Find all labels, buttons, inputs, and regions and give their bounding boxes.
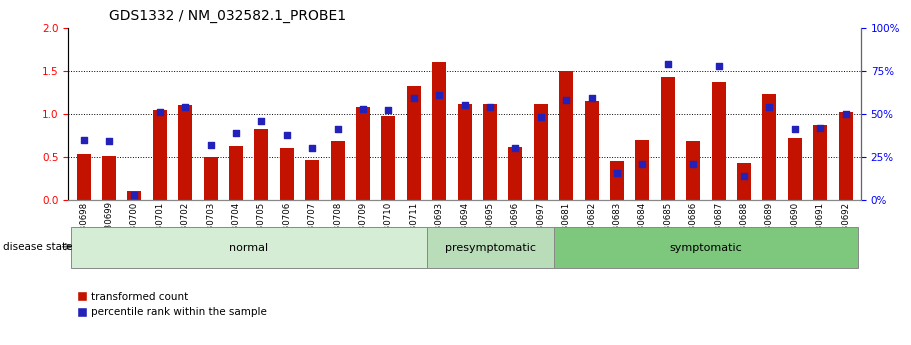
Point <box>280 132 294 137</box>
Text: normal: normal <box>230 243 268 253</box>
Point <box>381 108 395 113</box>
Bar <box>77 155 90 200</box>
Point <box>128 192 142 198</box>
Bar <box>153 110 167 200</box>
Bar <box>356 107 370 200</box>
Point <box>483 104 497 110</box>
Bar <box>254 129 269 200</box>
Bar <box>660 77 675 200</box>
Bar <box>585 101 599 200</box>
Text: presymptomatic: presymptomatic <box>445 243 536 253</box>
Point <box>763 104 777 110</box>
Point <box>406 96 421 101</box>
Bar <box>331 141 344 200</box>
Bar <box>711 82 726 200</box>
Point <box>331 127 345 132</box>
Legend: transformed count, percentile rank within the sample: transformed count, percentile rank withi… <box>74 288 271 322</box>
Point <box>788 127 803 132</box>
Point <box>102 139 117 144</box>
Bar <box>457 104 472 200</box>
Point <box>457 102 472 108</box>
Point <box>152 109 167 115</box>
Bar <box>788 138 802 200</box>
Point <box>508 146 523 151</box>
Point <box>635 161 650 167</box>
Bar <box>229 146 243 200</box>
Point <box>559 97 574 103</box>
Bar <box>407 86 421 200</box>
Bar <box>71 227 426 268</box>
Point <box>584 96 599 101</box>
Bar <box>483 104 497 200</box>
Bar <box>763 94 776 200</box>
Point <box>686 161 701 167</box>
Bar <box>814 125 827 200</box>
Point <box>660 61 675 67</box>
Bar <box>102 156 116 200</box>
Text: GDS1332 / NM_032582.1_PROBE1: GDS1332 / NM_032582.1_PROBE1 <box>109 9 346 23</box>
Bar <box>203 157 218 200</box>
Point <box>534 115 548 120</box>
Bar <box>280 148 293 200</box>
Point <box>432 92 446 98</box>
Bar <box>534 104 548 200</box>
Bar <box>432 62 446 200</box>
Bar <box>554 227 858 268</box>
Bar <box>426 227 554 268</box>
Bar <box>559 71 573 200</box>
Text: symptomatic: symptomatic <box>670 243 742 253</box>
Point <box>711 63 726 68</box>
Bar <box>686 141 701 200</box>
Bar <box>128 191 141 200</box>
Point <box>178 104 192 110</box>
Point <box>77 137 91 142</box>
Point <box>813 125 827 130</box>
Point <box>838 111 853 117</box>
Bar <box>382 117 395 200</box>
Point <box>609 170 624 175</box>
Point <box>254 118 269 124</box>
Bar <box>636 140 650 200</box>
Point <box>305 146 320 151</box>
Point <box>229 130 243 136</box>
Bar <box>305 160 319 200</box>
Bar <box>737 163 751 200</box>
Bar <box>839 112 853 200</box>
Bar <box>610 161 624 200</box>
Text: disease state: disease state <box>3 242 72 252</box>
Point <box>737 173 752 179</box>
Bar <box>179 105 192 200</box>
Point <box>355 106 370 111</box>
Bar <box>508 147 522 200</box>
Point <box>203 142 218 148</box>
